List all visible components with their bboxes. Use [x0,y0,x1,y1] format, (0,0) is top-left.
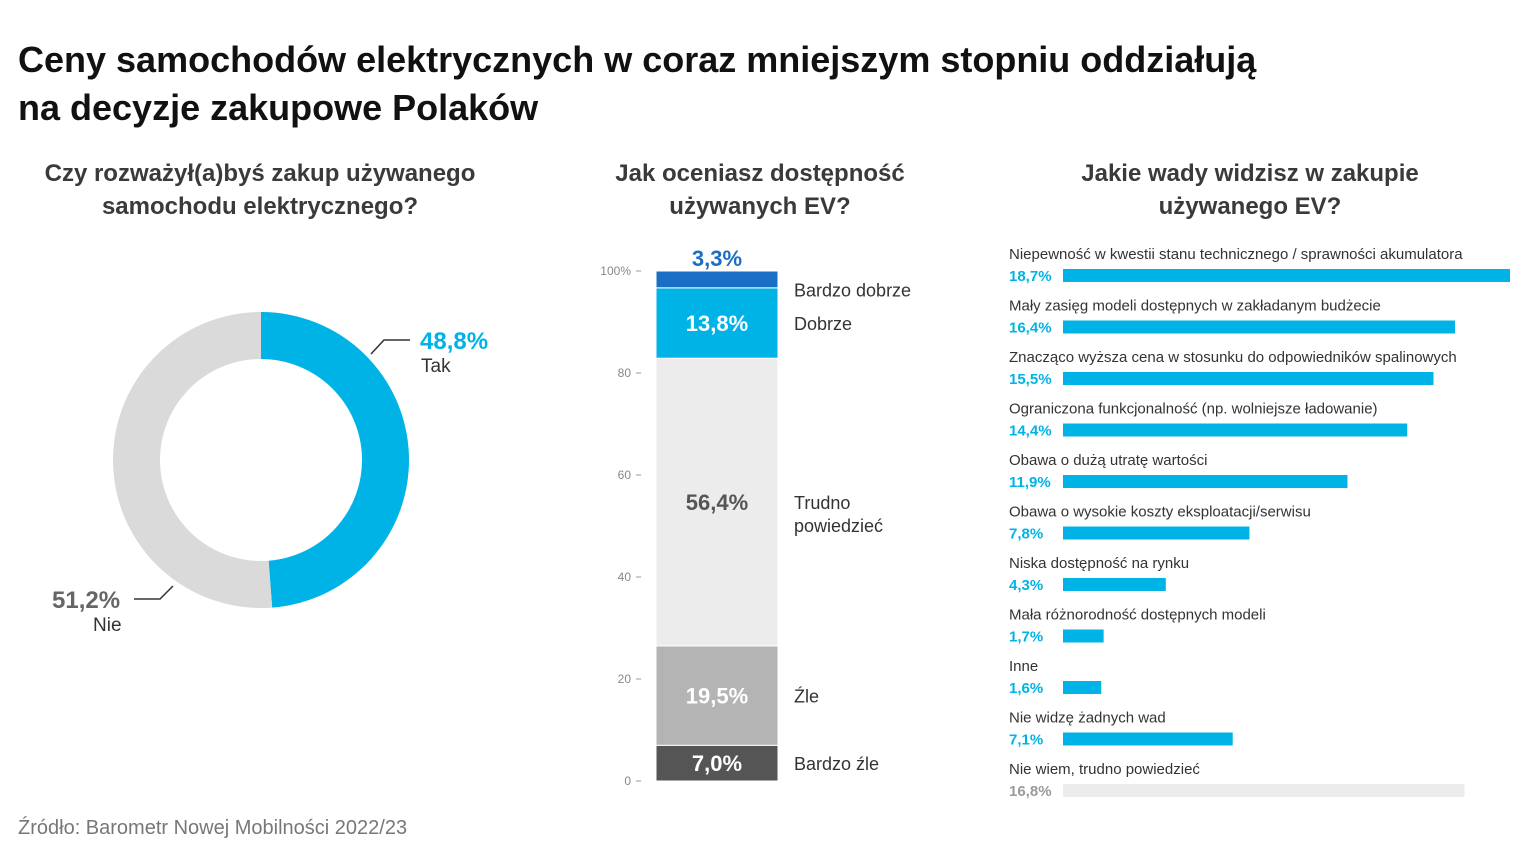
hbar-value-label: 4,3% [1009,577,1043,594]
hbar-value-label: 15,5% [1009,371,1052,388]
stacked-segment-źle [655,645,779,746]
hbar-bar [1063,423,1408,437]
stacked-label-bardzo-dobrze: Bardzo dobrze [794,280,911,300]
donut-subtitle-line2: samochodu elektrycznego? [101,193,419,220]
hbar-value-label: 1,6% [1009,680,1043,697]
hbar-value-label: 1,7% [1009,629,1043,646]
hbar-value-label: 14,4% [1009,423,1052,440]
y-tick-label: 0 [624,774,631,788]
stacked-chart-subtitle: Jak oceniasz dostępność używanych EV? [540,157,980,223]
stacked-value-źle: 19,5% [686,684,748,709]
source-note: Źródło: Barometr Nowej Mobilności 2022/2… [18,817,408,839]
stacked-value-bardzo-źle: 7,0% [692,751,742,776]
hbar-subtitle-line1: Jakie wady widzisz w zakupie [1081,160,1419,187]
hbar-bar [1063,732,1233,746]
hbar-category-label: Obawa o wysokie koszty eksploatacji/serw… [1009,504,1311,521]
donut-label-tak: Tak [421,356,451,377]
stacked-label-bardzo-źle: Bardzo źle [794,754,879,774]
hbar-category-label: Nie widzę żadnych wad [1009,710,1166,727]
hbar-chart-subtitle: Jakie wady widzisz w zakupie używanego E… [1000,157,1500,223]
hbar-bar [1063,578,1166,591]
hbar-category-label: Ograniczona funkcjonalność (np. wolniejs… [1009,401,1378,418]
hbar-category-label: Niepewność w kwestii stanu technicznego … [1009,246,1463,263]
donut-value-tak: 48,8% [420,328,488,355]
donut-slice-nie [113,312,273,608]
hbar-value-label: 11,9% [1009,474,1051,491]
hbar-bar [1063,269,1510,282]
stacked-segment-bardzo-dobrze [655,270,779,289]
hbar-value-label: 16,8% [1009,783,1052,800]
hbar-bar [1063,526,1250,540]
stacked-subtitle-line1: Jak oceniasz dostępność [615,160,905,187]
donut-chart: 48,8%Tak 51,2%Nie [52,312,488,636]
page-title: Ceny samochodów elektrycznych w coraz mn… [18,36,1418,132]
leader-line-tak [370,339,410,355]
stacked-value-trudno-powiedzieć: 56,4% [686,490,748,515]
y-tick-label: 100% [600,264,631,278]
donut-label-nie: Nie [93,615,122,636]
donut-slice-tak [261,312,410,608]
hbar-category-label: Nie wiem, trudno powiedzieć [1009,761,1200,778]
stacked-bar-chart: 0 20 40 60 80 100% 7,0% Bardzo źle 19,5% Źle 56,4%… [600,246,911,788]
hbar-subtitle-line2: używanego EV? [1158,193,1342,220]
donut-subtitle-line1: Czy rozważył(a)byś zakup używanego [44,160,476,187]
hbar-category-label: Mały zasięg modeli dostępnych w zakładan… [1009,298,1381,315]
hbar-value-label: 7,1% [1009,732,1043,749]
stacked-label-źle: Źle [794,687,819,707]
stacked-subtitle-line2: używanych EV? [669,193,851,220]
hbar-bar [1063,372,1434,385]
stacked-value-bardzo-dobrze: 3,3% [692,246,742,271]
hbar-value-label: 18,7% [1009,268,1052,285]
hbar-bar [1063,629,1104,643]
leader-line-nie [134,585,174,600]
donut-chart-subtitle: Czy rozważył(a)byś zakup używanego samoc… [10,157,510,223]
stacked-segment-trudno-powiedzieć [655,357,779,647]
stacked-label-dobrze: Dobrze [794,314,852,334]
hbar-category-label: Inne [1009,658,1038,675]
stacked-value-dobrze: 13,8% [686,311,748,336]
horizontal-bar-chart: Niepewność w kwestii stanu technicznego … [1009,246,1510,800]
hbar-bar [1063,475,1348,488]
stacked-label-trudno-powiedzieć-line1: Trudno [794,493,850,513]
hbar-bar [1063,784,1465,797]
y-tick-label: 60 [618,468,632,482]
y-tick-label: 80 [618,366,632,380]
y-tick-label: 40 [618,570,632,584]
hbar-category-label: Niska dostępność na rynku [1009,555,1189,572]
stacked-segment-bardzo-źle [655,744,779,782]
hbar-category-label: Znacząco wyższa cena w stosunku do odpow… [1009,349,1457,366]
stacked-label-trudno-powiedzieć-line2: powiedzieć [794,516,883,536]
hbar-value-label: 16,4% [1009,320,1052,337]
y-tick-label: 20 [618,672,632,686]
hbar-bar [1063,681,1102,694]
hbar-category-label: Obawa o dużą utratę wartości [1009,452,1207,469]
hbar-value-label: 7,8% [1009,526,1043,543]
page-title-line2: na decyzje zakupowe Polaków [18,87,539,128]
donut-value-nie: 51,2% [52,587,120,614]
hbar-category-label: Mała różnorodność dostępnych modeli [1009,607,1266,624]
page-title-line1: Ceny samochodów elektrycznych w coraz mn… [18,39,1257,80]
hbar-bar [1063,320,1456,334]
